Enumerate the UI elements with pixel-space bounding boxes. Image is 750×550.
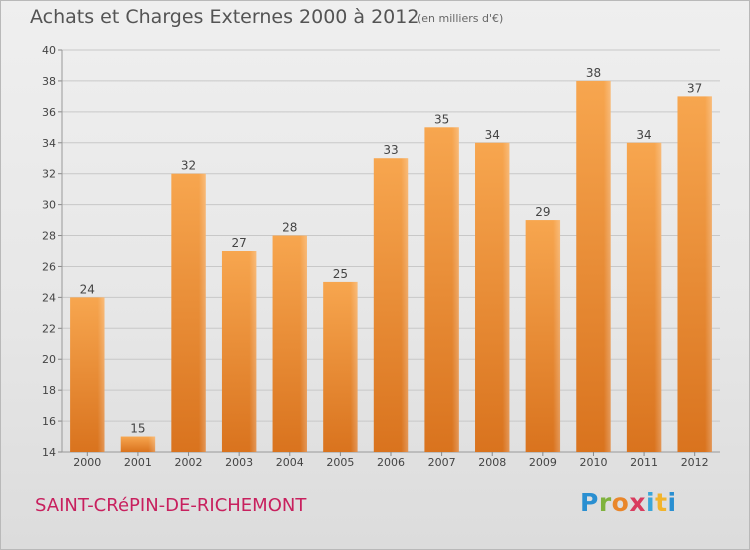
data-label: 37 [687,81,702,95]
bar-highlight [171,173,206,452]
x-tick-label: 2002 [175,456,203,469]
logo-letter: i [646,488,656,517]
y-tick-label: 22 [42,322,56,335]
y-tick-label: 28 [42,230,56,243]
y-tick-label: 18 [42,384,56,397]
proxiti-logo: Proxiti [580,488,677,517]
bar-highlight [677,96,712,452]
chart-unit: (en milliers d'€) [417,12,504,25]
data-label: 27 [232,236,247,250]
y-tick-label: 40 [42,44,56,57]
data-label: 35 [434,112,449,126]
x-tick-label: 2001 [124,456,152,469]
y-tick-label: 24 [42,291,56,304]
data-label: 32 [181,159,196,173]
bar-highlight [424,127,459,453]
y-tick-label: 36 [42,106,56,119]
data-label: 24 [80,282,95,296]
x-tick-label: 2005 [326,456,354,469]
bar-highlight [120,436,156,452]
bar-highlight [70,297,105,452]
x-tick-label: 2012 [681,456,709,469]
data-label: 28 [282,221,297,235]
data-label: 29 [535,205,550,219]
y-tick-label: 34 [42,137,56,150]
x-tick-label: 2000 [73,456,101,469]
bar-highlight [373,158,409,452]
place-name: SAINT-CRéPIN-DE-RICHEMONT [35,495,307,516]
bar-highlight [323,281,358,452]
logo-letter: r [598,488,612,517]
y-tick-label: 26 [42,260,56,273]
y-tick-label: 30 [42,199,56,212]
x-tick-label: 2011 [630,456,658,469]
bar-highlight [221,251,257,452]
data-label: 38 [586,66,601,80]
y-tick-label: 16 [42,415,56,428]
logo-letter: o [611,488,630,517]
y-tick-label: 32 [42,168,56,181]
data-label: 15 [130,422,145,436]
logo-letter: i [667,488,677,517]
x-tick-label: 2004 [276,456,304,469]
bar-highlight [626,142,662,452]
bar-highlight [272,235,307,452]
chart-title: Achats et Charges Externes 2000 à 2012 [30,6,420,28]
logo-letter: t [655,488,668,517]
x-tick-label: 2006 [377,456,405,469]
y-tick-label: 20 [42,353,56,366]
bar-highlight [475,142,510,452]
y-tick-label: 38 [42,75,56,88]
x-tick-label: 2009 [529,456,557,469]
x-tick-label: 2010 [579,456,607,469]
x-tick-label: 2007 [428,456,456,469]
data-label: 34 [485,128,500,142]
y-tick-label: 14 [42,446,56,459]
data-label: 34 [636,128,651,142]
data-label: 33 [383,143,398,157]
data-label: 25 [333,267,348,281]
logo-letter: x [629,488,646,517]
x-tick-label: 2008 [478,456,506,469]
x-tick-label: 2003 [225,456,253,469]
bar-highlight [576,80,611,452]
logo-letter: P [580,488,599,517]
bar-highlight [525,220,561,452]
